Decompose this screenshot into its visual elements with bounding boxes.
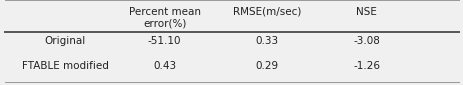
Text: FTABLE modified: FTABLE modified [21,61,108,71]
Text: 0.43: 0.43 [153,61,176,71]
Text: -3.08: -3.08 [352,36,379,46]
Text: 0.33: 0.33 [255,36,278,46]
Text: -1.26: -1.26 [352,61,379,71]
Text: Original: Original [44,36,85,46]
Text: RMSE(m/sec): RMSE(m/sec) [232,7,300,17]
Text: NSE: NSE [356,7,376,17]
Text: Percent mean
error(%): Percent mean error(%) [128,7,200,28]
Text: -51.10: -51.10 [148,36,181,46]
Text: 0.29: 0.29 [255,61,278,71]
